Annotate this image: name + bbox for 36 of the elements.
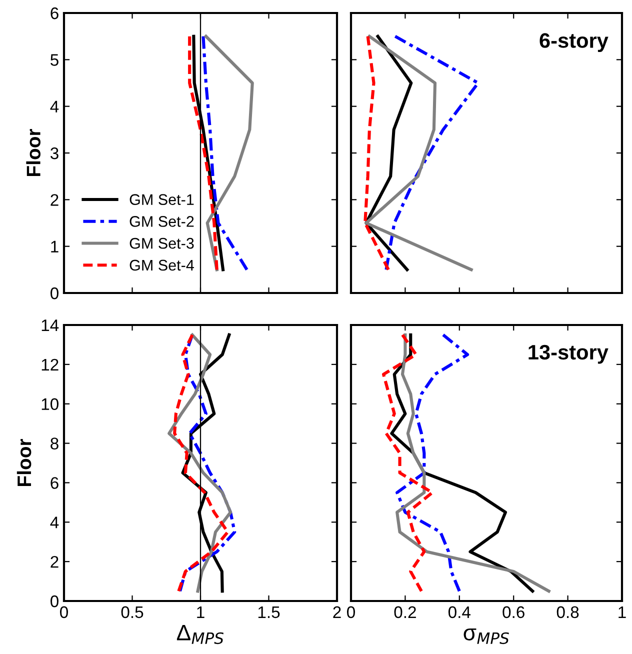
legend-label: GM Set-4: [130, 260, 194, 271]
y-tick-label: 0: [50, 287, 58, 300]
y-axis-title: Floor: [26, 128, 40, 176]
x-axis-title: Δ$_{MPS}$: [176, 624, 224, 644]
x-tick-label: 2: [333, 606, 341, 618]
y-tick-label: 6: [50, 7, 58, 20]
y-tick-label: 4: [50, 100, 59, 112]
x-tick-label: 0.4: [448, 606, 470, 618]
x-tick-label: 0.6: [502, 606, 524, 618]
y-tick-label: 4: [50, 516, 59, 528]
x-axis-title: σ$_{MPS}$: [464, 628, 509, 644]
y-tick-label: 2: [50, 556, 58, 568]
x-tick-label: 1: [197, 606, 204, 618]
y-tick-label: 8: [50, 438, 58, 450]
y-tick-label: 12: [42, 358, 58, 370]
legend-label: GM Set-2: [130, 216, 194, 227]
y-tick-label: 0: [50, 595, 58, 608]
y-tick-label: 14: [42, 320, 59, 332]
y-tick-label: 2: [50, 194, 58, 206]
annotation: 13-story: [528, 344, 608, 364]
annotation: 6-story: [540, 33, 608, 52]
y-tick-label: 5: [50, 54, 58, 66]
legend-label: GM Set-3: [130, 238, 194, 249]
x-tick-label: 1.5: [258, 606, 280, 618]
x-tick-label: 0.8: [556, 606, 579, 618]
y-tick-label: 3: [50, 147, 58, 160]
x-tick-label: 0: [60, 606, 68, 618]
x-tick-label: 0: [347, 606, 355, 618]
y-tick-label: 6: [50, 477, 58, 489]
y-axis-title: Floor: [16, 438, 32, 486]
x-tick-label: 0.5: [121, 606, 144, 618]
x-tick-label: 0.2: [394, 606, 416, 618]
y-tick-label: 10: [42, 398, 58, 410]
legend-label: GM Set-1: [130, 194, 194, 205]
x-tick-label: 1: [618, 606, 626, 618]
y-tick-label: 1: [51, 240, 58, 252]
